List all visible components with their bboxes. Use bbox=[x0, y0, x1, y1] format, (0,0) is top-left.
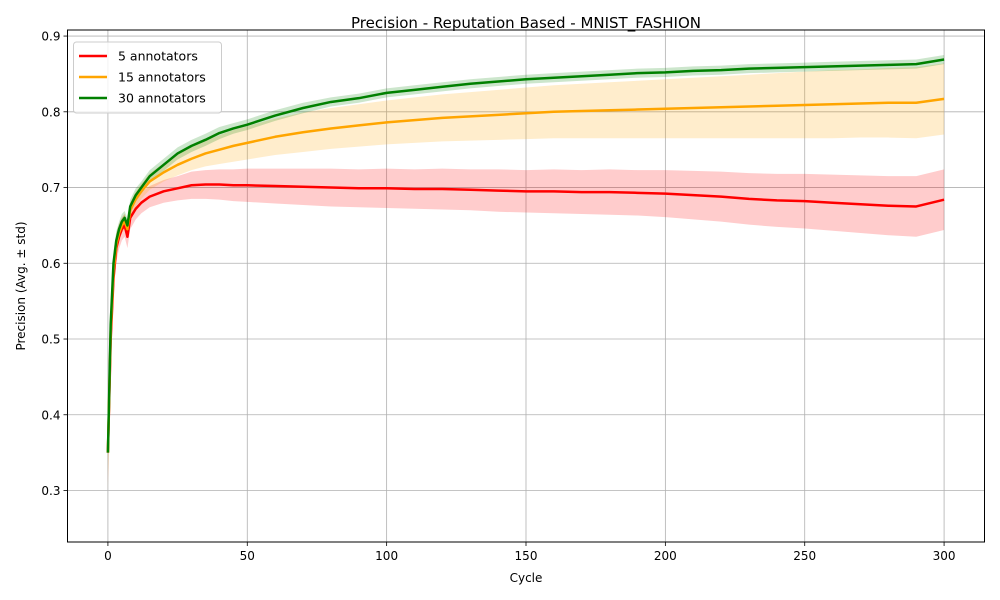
legend-label-30-annotators: 30 annotators bbox=[118, 91, 206, 106]
series-lines bbox=[106, 58, 945, 453]
std-bands bbox=[107, 54, 945, 491]
series-line-30-annotators bbox=[106, 58, 945, 453]
legend-box bbox=[73, 41, 222, 114]
x-axis-ticks: 0 50 100 150 200 250 300 bbox=[104, 542, 956, 563]
y-tick-label: 0.8 bbox=[41, 105, 60, 119]
y-axis-label: Precision (Avg. ± std) bbox=[14, 221, 28, 350]
std-band-5-annotators bbox=[107, 168, 945, 483]
legend: 5 annotators 15 annotators 30 annotators bbox=[73, 41, 222, 114]
x-tick-label: 200 bbox=[654, 549, 677, 563]
x-tick-label: 250 bbox=[793, 549, 816, 563]
grid-layer bbox=[67, 30, 985, 542]
std-band-15-annotators bbox=[107, 63, 945, 491]
x-tick-label: 0 bbox=[104, 549, 112, 563]
legend-label-5-annotators: 5 annotators bbox=[118, 49, 198, 64]
chart-title: Precision - Reputation Based - MNIST_FAS… bbox=[351, 14, 701, 33]
y-tick-label: 0.6 bbox=[41, 257, 60, 271]
y-tick-label: 0.5 bbox=[41, 333, 60, 347]
y-tick-label: 0.3 bbox=[41, 484, 60, 498]
x-tick-label: 50 bbox=[240, 549, 255, 563]
x-tick-label: 100 bbox=[375, 549, 398, 563]
x-tick-label: 300 bbox=[933, 549, 956, 563]
x-axis-label: Cycle bbox=[510, 571, 543, 585]
y-tick-label: 0.7 bbox=[41, 181, 60, 195]
y-tick-label: 0.4 bbox=[41, 408, 60, 422]
x-tick-label: 150 bbox=[515, 549, 538, 563]
series-line-5-annotators bbox=[106, 183, 945, 453]
y-axis-ticks: 0.3 0.4 0.5 0.6 0.7 0.8 0.9 bbox=[41, 30, 68, 498]
y-tick-label: 0.9 bbox=[41, 30, 60, 44]
legend-label-15-annotators: 15 annotators bbox=[118, 70, 206, 85]
